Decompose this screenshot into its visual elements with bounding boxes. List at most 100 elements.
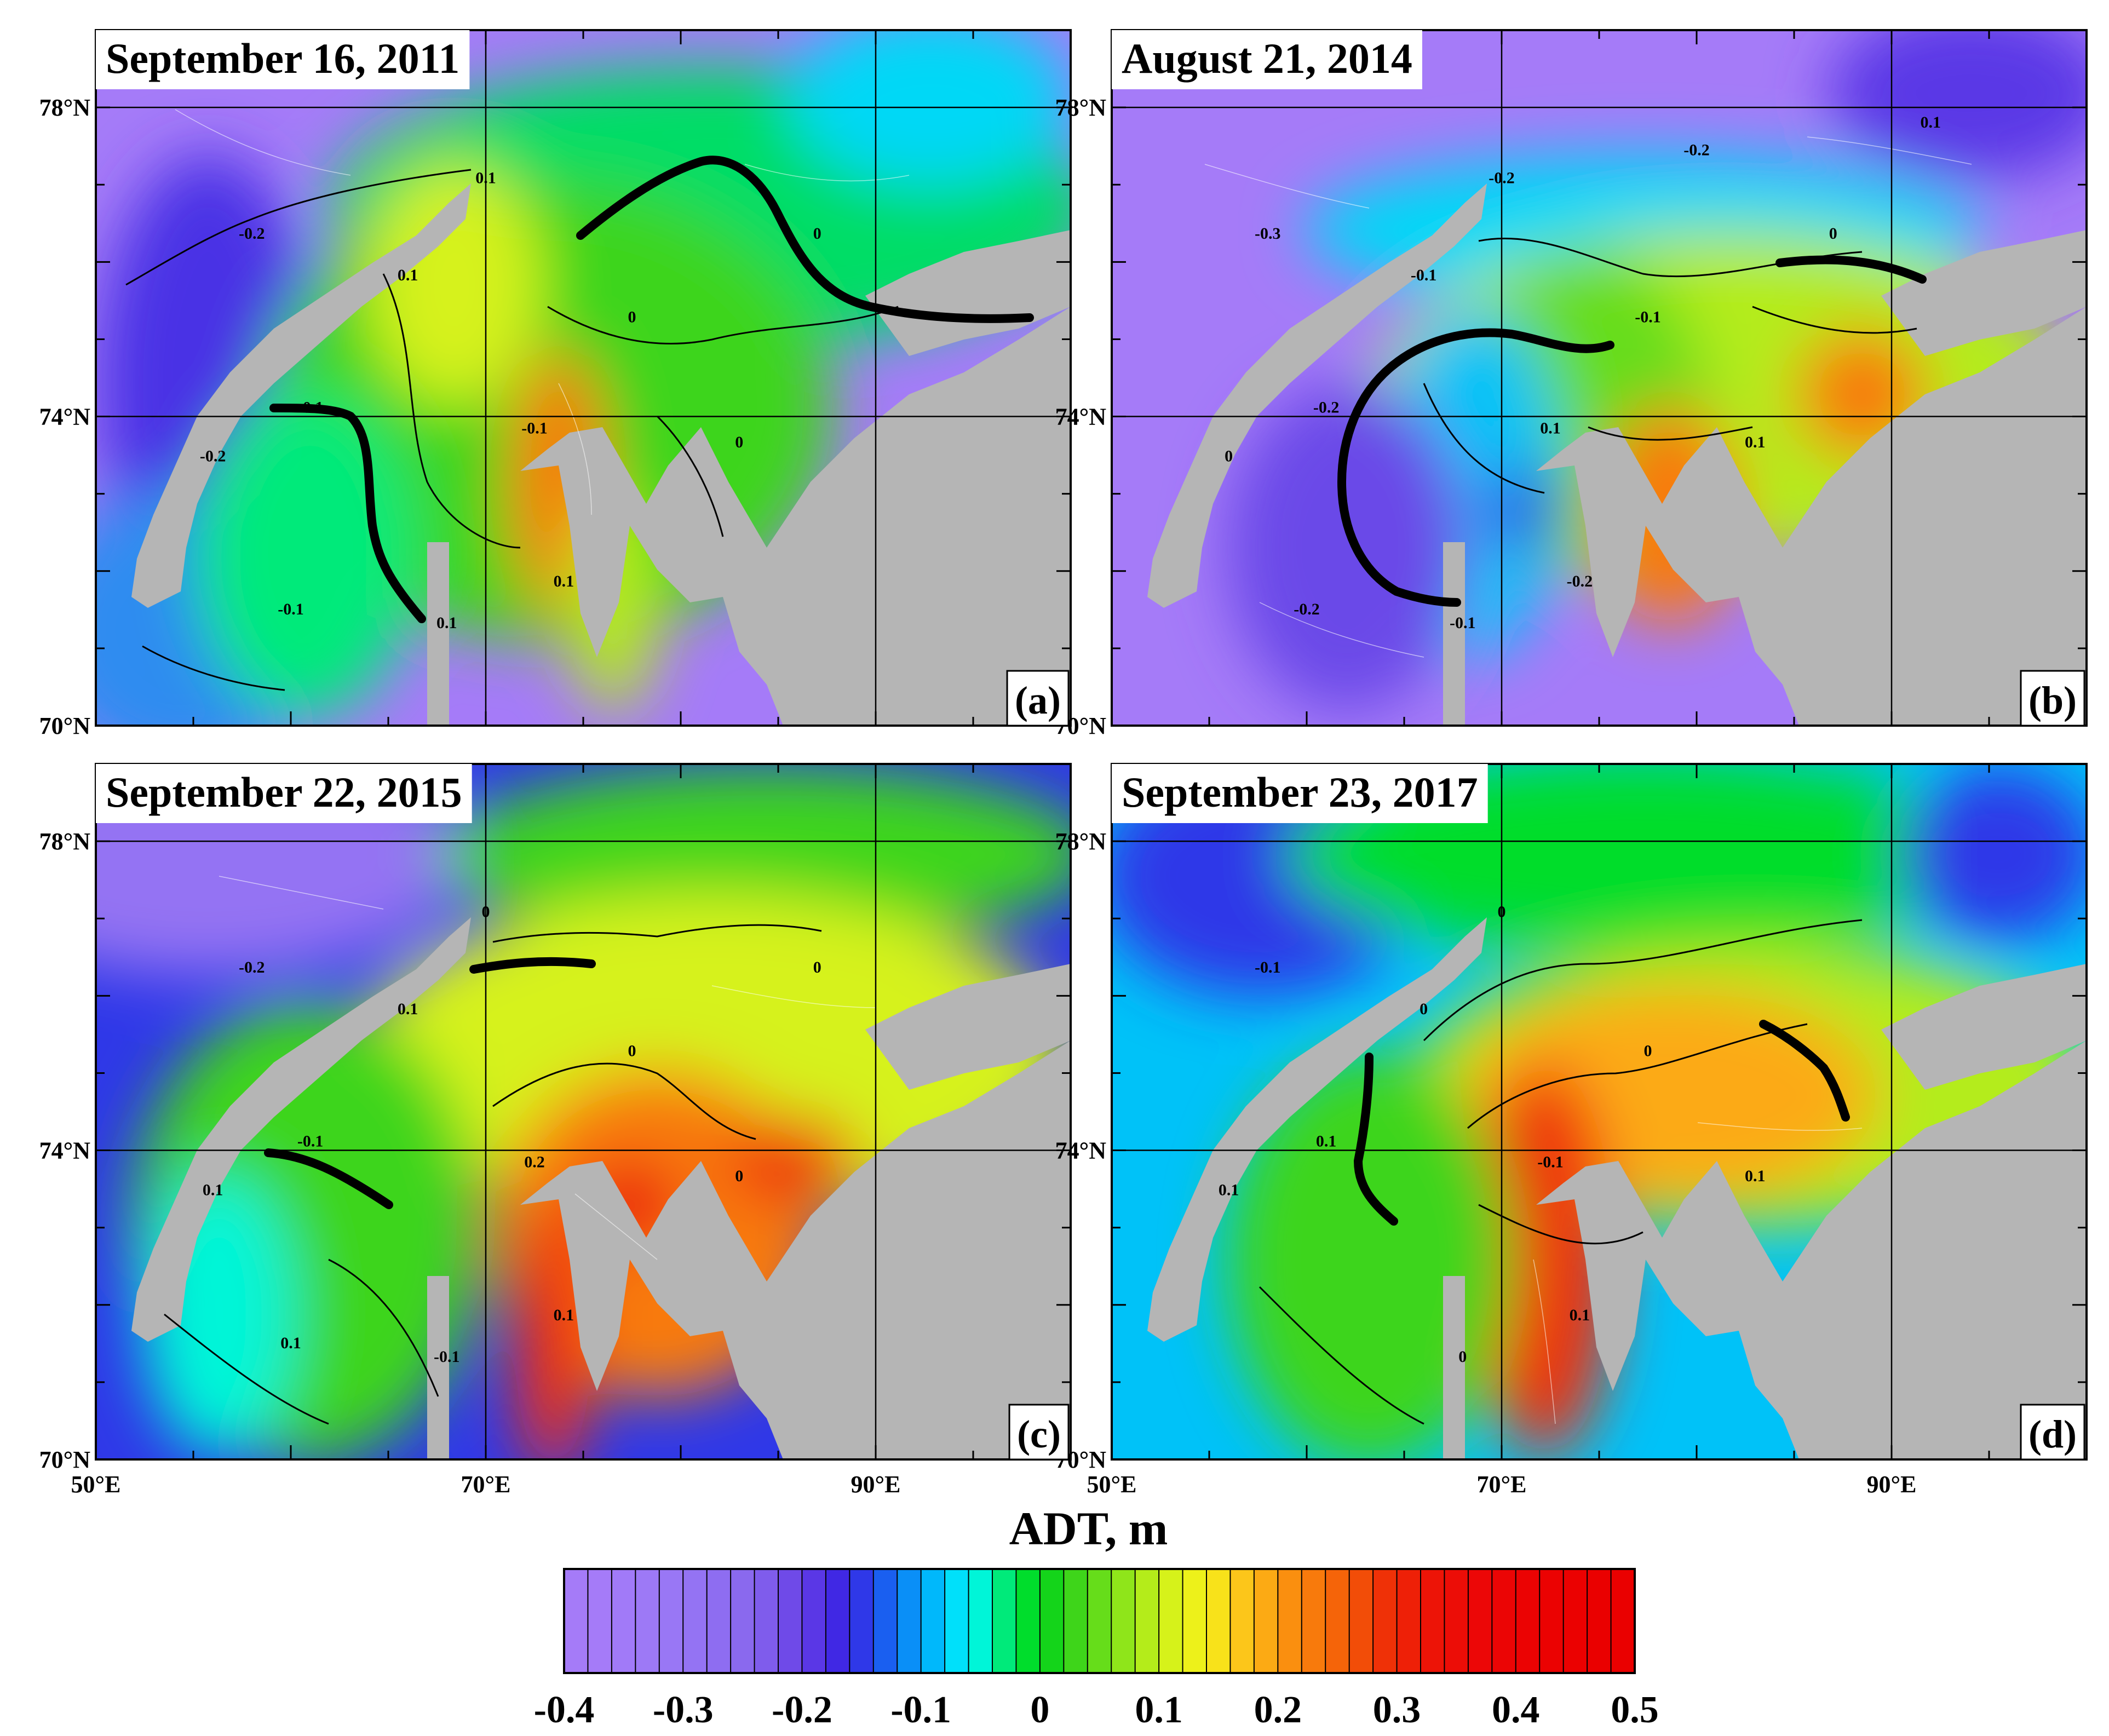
colorbar-swatch <box>588 1569 612 1673</box>
contour-labels: -0.2 0.1 -0.1 0 -0.2 0.1 -0.1 0.1 0 0.1 0 -0.1 -0.3 -… <box>200 113 1941 1366</box>
contour-label: -0.2 <box>239 958 265 976</box>
front-line-a <box>576 156 1034 323</box>
yamal-land-a <box>427 542 449 726</box>
yamal-land-c <box>427 1276 449 1459</box>
colorbar-swatch <box>1515 1569 1540 1673</box>
colorbar-tick-label: -0.4 <box>534 1689 595 1731</box>
colorbar-swatch <box>921 1569 945 1673</box>
panel-letter: (d) <box>2028 1412 2077 1456</box>
x-tick-label: 50°E <box>1087 1471 1137 1498</box>
x-tick-label: 50°E <box>71 1471 121 1498</box>
front-line-a-west <box>269 404 426 623</box>
colorbar-swatch <box>1563 1569 1588 1673</box>
colorbar-title: ADT, m <box>1009 1502 1168 1555</box>
contour-label: 0 <box>1458 1348 1467 1366</box>
graticule <box>96 30 2087 1459</box>
panel-letter: (b) <box>2028 679 2077 722</box>
x-tick-label: 90°E <box>851 1471 901 1498</box>
contour-label: 0.1 <box>554 572 574 590</box>
colorbar-swatch <box>1349 1569 1374 1673</box>
contour-label: -0.1 <box>1635 308 1661 326</box>
minor-contours-d <box>1533 1122 1863 1424</box>
front-line-b-east <box>1775 255 1927 284</box>
contour-label: -0.2 <box>239 225 265 243</box>
colorbar-swatch <box>849 1569 874 1673</box>
contour-label: 0.1 <box>1316 1133 1337 1151</box>
colorbar-tick-label: 0.5 <box>1611 1689 1659 1731</box>
panel-a <box>95 29 1072 727</box>
colorbar-swatch <box>1539 1569 1564 1673</box>
contour-label: -0.1 <box>1255 958 1281 976</box>
contour-label: 0 <box>628 308 636 326</box>
contour-label: 0.1 <box>554 1306 574 1324</box>
colorbar-swatch <box>778 1569 802 1673</box>
x-tick-label: 70°E <box>461 1471 511 1498</box>
contour-label: -0.2 <box>1683 141 1710 159</box>
y-tick-label: 74°N <box>1055 1137 1107 1164</box>
contour-label: -0.2 <box>1313 399 1340 417</box>
contour-label: -0.1 <box>521 419 548 438</box>
colorbar-swatch <box>873 1569 898 1673</box>
mainland-land-d <box>1536 1041 2087 1459</box>
adt-field-d <box>1112 764 2087 1459</box>
colorbar: ADT, m -0.4 -0.3 -0.2 -0.1 0 0.1 0.2 0.3 0.4 0.5 <box>534 1502 1659 1731</box>
contour-label: 0 <box>1420 1000 1428 1018</box>
contour-label: 0 <box>482 903 490 921</box>
contour-label: 0 <box>628 1042 636 1060</box>
colorbar-swatch <box>945 1569 969 1673</box>
colorbar-swatch <box>825 1569 850 1673</box>
y-tick-label: 78°N <box>1055 828 1107 855</box>
contour-label: 0 <box>735 433 743 451</box>
contour-label: 0.1 <box>1219 1181 1239 1199</box>
panel-date-label: August 21, 2014 <box>1122 35 1412 82</box>
colorbar-swatch <box>1087 1569 1112 1673</box>
y-tick-label: 74°N <box>39 1137 91 1164</box>
contour-label: 0 <box>1829 225 1837 243</box>
colorbar-swatch <box>968 1569 993 1673</box>
contour-label: 0.2 <box>524 1153 545 1171</box>
front-line-d-east <box>1759 1020 1850 1122</box>
colorbar-tick-label: 0 <box>1030 1689 1049 1731</box>
front-line-d <box>1353 1053 1398 1226</box>
novaya-zemlya-d <box>1147 917 1487 1342</box>
minor-contours-b <box>1204 136 1972 658</box>
taimyr-land-a <box>865 230 1071 356</box>
front-line-c-south <box>264 1148 393 1209</box>
taimyr-land-b <box>1881 230 2087 356</box>
contour-label: 0.1 <box>1570 1306 1590 1324</box>
contour-label: -0.2 <box>200 447 226 465</box>
colorbar-tick-label: -0.1 <box>890 1689 951 1731</box>
colorbar-swatch <box>1039 1569 1064 1673</box>
panel-date-background <box>1112 764 1488 823</box>
colorbar-swatch <box>1182 1569 1207 1673</box>
panel-letter-box <box>2020 1404 2085 1461</box>
colorbar-tick-label: -0.2 <box>772 1689 832 1731</box>
contour-label: 0.1 <box>280 1334 301 1352</box>
colorbar-tick-label: 0.3 <box>1373 1689 1421 1731</box>
contour-label: -0.1 <box>1537 1153 1564 1171</box>
contours-c <box>164 924 822 1425</box>
yamal-land-b <box>1443 542 1465 726</box>
panel-date-background <box>96 764 472 823</box>
panel-b <box>1111 29 2088 727</box>
colorbar-swatch <box>1492 1569 1516 1673</box>
contour-label: -0.1 <box>1411 266 1437 284</box>
colorbar-frame <box>563 1568 1636 1674</box>
colorbar-swatch <box>754 1569 779 1673</box>
colorbar-swatch <box>1325 1569 1350 1673</box>
contour-label: -0.3 <box>1255 225 1281 243</box>
y-tick-label: 70°N <box>39 712 91 739</box>
y-tick-label: 74°N <box>39 404 91 430</box>
contour-label: 0 <box>1644 1042 1652 1060</box>
yamal-land-d <box>1443 1276 1465 1459</box>
colorbar-tick-label: 0.4 <box>1492 1689 1540 1731</box>
colorbar-swatch <box>635 1569 660 1673</box>
panel-date-label: September 23, 2017 <box>1122 768 1478 816</box>
contours-d <box>1258 919 1863 1425</box>
colorbar-swatch <box>1064 1569 1088 1673</box>
colorbar-swatch <box>897 1569 922 1673</box>
contour-label: 0 <box>1225 447 1233 465</box>
taimyr-land-c <box>865 964 1071 1090</box>
contour-label: -0.1 <box>1450 614 1476 632</box>
